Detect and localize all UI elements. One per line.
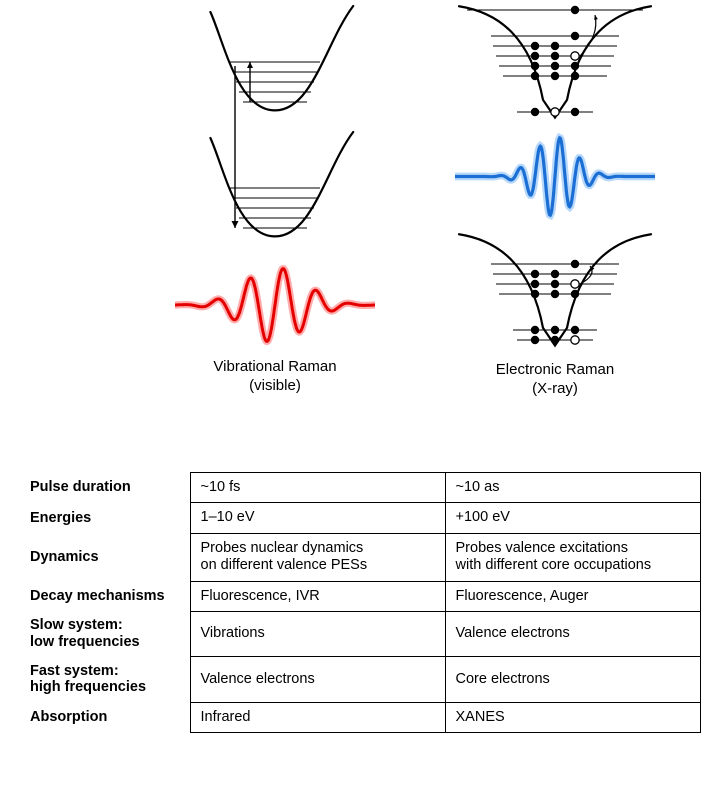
table-row: Decay mechanismsFluorescence, IVRFluores…: [20, 581, 700, 611]
table-row: DynamicsProbes nuclear dynamicson differ…: [20, 533, 700, 581]
pes-left-mid-diagram: [190, 126, 360, 246]
comparison-table: Pulse duration~10 fs~10 asEnergies1–10 e…: [20, 472, 700, 733]
right-title-line2: (X-ray): [532, 380, 578, 397]
table-row: Energies1–10 eV+100 eV: [20, 503, 700, 533]
left-column-title: Vibrational Raman (visible): [213, 358, 336, 396]
table-row: Slow system:low frequenciesVibrationsVal…: [20, 611, 700, 656]
left-column: Vibrational Raman (visible): [150, 0, 400, 396]
row-right-value: XANES: [445, 702, 700, 732]
row-right-value: Core electrons: [445, 657, 700, 702]
right-column-title: Electronic Raman (X-ray): [496, 361, 614, 399]
blue-wave-packet: [455, 129, 655, 224]
row-label: Energies: [20, 503, 190, 533]
left-title-line2: (visible): [249, 377, 301, 394]
row-right-value: Probes valence excitationswith different…: [445, 533, 700, 581]
row-label: Dynamics: [20, 533, 190, 581]
left-title-line1: Vibrational Raman: [213, 358, 336, 375]
table-row: Fast system:high frequenciesValence elec…: [20, 657, 700, 702]
row-left-value: Infrared: [190, 702, 445, 732]
row-left-value: Valence electrons: [190, 657, 445, 702]
row-label: Slow system:low frequencies: [20, 611, 190, 656]
row-label: Absorption: [20, 702, 190, 732]
table-row: AbsorptionInfraredXANES: [20, 702, 700, 732]
row-left-value: Fluorescence, IVR: [190, 581, 445, 611]
row-label: Pulse duration: [20, 473, 190, 503]
row-left-value: Vibrations: [190, 611, 445, 656]
row-right-value: ~10 as: [445, 473, 700, 503]
row-label: Decay mechanisms: [20, 581, 190, 611]
right-title-line1: Electronic Raman: [496, 361, 614, 378]
electronic-top-diagram: [455, 0, 655, 125]
diagram-area: Vibrational Raman (visible) Electronic R…: [0, 0, 716, 460]
right-column: Electronic Raman (X-ray): [430, 0, 680, 399]
row-left-value: 1–10 eV: [190, 503, 445, 533]
row-left-value: ~10 fs: [190, 473, 445, 503]
pes-left-top-diagram: [190, 0, 360, 120]
row-right-value: +100 eV: [445, 503, 700, 533]
row-right-value: Fluorescence, Auger: [445, 581, 700, 611]
row-label: Fast system:high frequencies: [20, 657, 190, 702]
row-right-value: Valence electrons: [445, 611, 700, 656]
red-wave-packet: [175, 260, 375, 350]
row-left-value: Probes nuclear dynamicson different vale…: [190, 533, 445, 581]
table-row: Pulse duration~10 fs~10 as: [20, 473, 700, 503]
electronic-bottom-diagram: [455, 228, 655, 353]
